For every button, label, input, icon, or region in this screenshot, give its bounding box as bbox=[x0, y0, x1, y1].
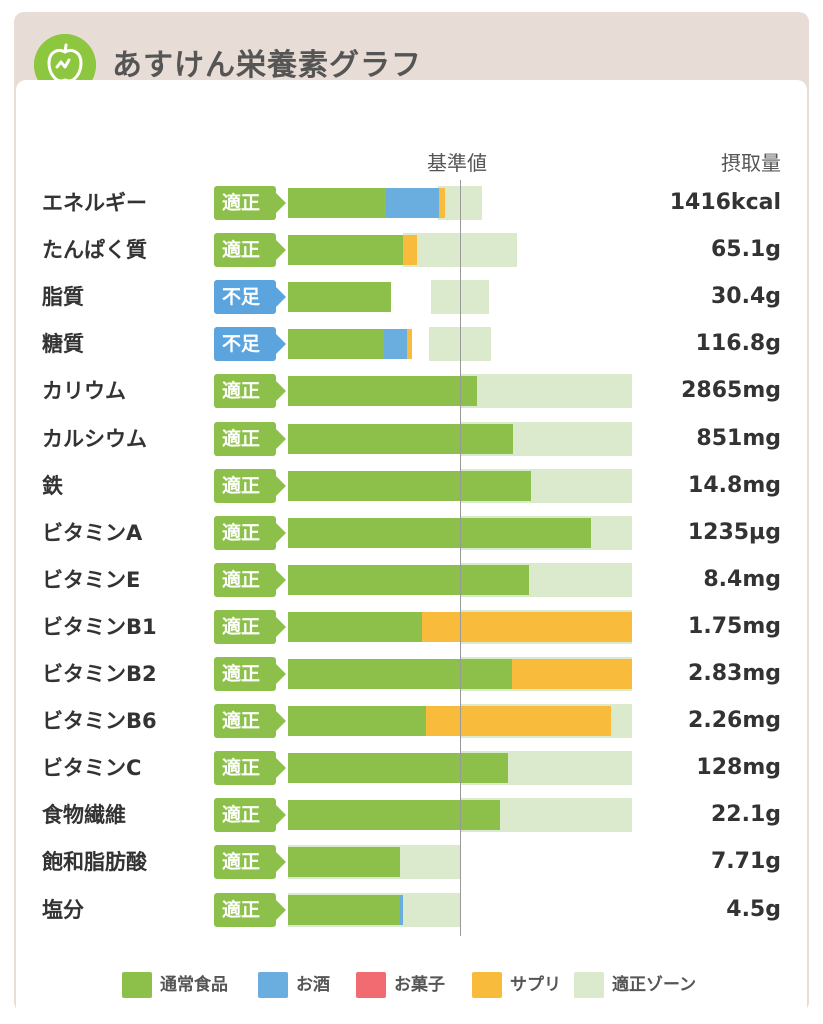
legend-label: お酒 bbox=[296, 975, 330, 995]
nutrient-label: ビタミンC bbox=[42, 756, 142, 781]
nutrient-label: たんぱく質 bbox=[42, 238, 147, 263]
nutrient-label: ビタミンB2 bbox=[42, 662, 157, 686]
status-badge: 適正 bbox=[214, 186, 286, 220]
food-bar bbox=[288, 800, 500, 831]
intake-value: 8.4mg bbox=[703, 566, 781, 592]
food-bar bbox=[288, 470, 531, 501]
intake-value: 128mg bbox=[696, 755, 781, 781]
status-badge: 適正 bbox=[214, 374, 286, 409]
status-badge: 適正 bbox=[214, 845, 286, 880]
status-badge: 適正 bbox=[214, 657, 286, 691]
supplement-bar bbox=[425, 706, 612, 737]
legend-item: 通常食品 bbox=[122, 972, 228, 998]
food-bar bbox=[288, 564, 529, 595]
reference-column-header: 基準値 bbox=[427, 151, 487, 175]
status-badge: 適正 bbox=[214, 233, 286, 268]
intake-value: 1.75mg bbox=[688, 613, 781, 639]
status-badge: 適正 bbox=[214, 421, 286, 456]
supplement-bar bbox=[439, 188, 445, 218]
food-bar bbox=[288, 188, 387, 218]
legend-item: サプリ bbox=[472, 972, 561, 998]
intake-value: 1416kcal bbox=[669, 190, 781, 215]
status-badge: 適正 bbox=[214, 562, 286, 597]
legend-label: 通常食品 bbox=[160, 975, 228, 995]
food-bar bbox=[288, 329, 385, 360]
intake-value: 2.83mg bbox=[688, 661, 781, 686]
alcohol-bar bbox=[386, 188, 440, 218]
legend-item: 適正ゾーン bbox=[574, 972, 696, 998]
legend-label: 適正ゾーン bbox=[612, 975, 697, 995]
intake-column-header: 摂取量 bbox=[721, 151, 781, 175]
food-bar bbox=[288, 847, 400, 878]
intake-value: 7.71g bbox=[710, 849, 781, 875]
status-badge: 適正 bbox=[214, 609, 286, 644]
optimal-zone-bar bbox=[460, 374, 632, 409]
intake-value: 2.26mg bbox=[688, 708, 781, 734]
supplement-bar bbox=[511, 659, 632, 689]
supplement-bar bbox=[406, 329, 412, 360]
legend-label: サプリ bbox=[510, 975, 561, 995]
nutrient-label: エネルギー bbox=[42, 191, 147, 215]
legend-swatch bbox=[574, 972, 604, 998]
food-bar bbox=[288, 517, 591, 548]
optimal-zone-bar bbox=[430, 280, 490, 315]
status-badge: 適正 bbox=[214, 892, 286, 927]
status-badge: 適正 bbox=[214, 798, 286, 833]
nutrient-label: ビタミンA bbox=[42, 520, 143, 545]
nutrient-label: ビタミンB6 bbox=[42, 709, 157, 734]
nutrient-label: カルシウム bbox=[42, 426, 147, 451]
food-bar bbox=[288, 611, 423, 642]
nutrient-label: カリウム bbox=[42, 379, 126, 404]
legend-swatch bbox=[356, 972, 386, 998]
page-title: あすけん栄養素グラフ bbox=[112, 48, 422, 83]
intake-value: 30.4g bbox=[710, 284, 781, 310]
status-badge: 不足 bbox=[214, 327, 286, 362]
food-bar bbox=[288, 706, 426, 737]
status-badge: 適正 bbox=[214, 751, 286, 786]
alcohol-bar bbox=[384, 329, 407, 360]
legend-item: お菓子 bbox=[356, 972, 445, 998]
food-bar bbox=[288, 235, 404, 266]
legend-swatch bbox=[258, 972, 288, 998]
food-bar bbox=[288, 753, 509, 784]
panel-header: あすけん栄養素グラフ bbox=[14, 12, 809, 96]
legend-label: お菓子 bbox=[394, 975, 445, 995]
supplement-bar bbox=[403, 235, 417, 266]
intake-value: 851mg bbox=[696, 425, 781, 451]
intake-value: 1235µg bbox=[687, 519, 781, 545]
intake-value: 116.8g bbox=[695, 331, 781, 357]
status-badge: 不足 bbox=[214, 280, 286, 315]
nutrient-label: ビタミンE bbox=[42, 567, 141, 592]
optimal-zone-bar bbox=[429, 327, 491, 362]
status-badge: 適正 bbox=[214, 704, 286, 739]
legend-swatch bbox=[122, 972, 152, 998]
nutrient-label: 鉄 bbox=[42, 473, 63, 498]
legend-swatch bbox=[472, 972, 502, 998]
alcohol-bar bbox=[399, 894, 404, 925]
optimal-zone-bar bbox=[437, 186, 483, 220]
optimal-zone-bar bbox=[403, 233, 517, 268]
nutrient-label: ビタミンB1 bbox=[42, 614, 157, 639]
intake-value: 65.1g bbox=[710, 237, 781, 263]
intake-value: 2865mg bbox=[681, 378, 781, 404]
status-badge: 適正 bbox=[214, 468, 286, 503]
intake-value: 22.1g bbox=[710, 802, 781, 828]
legend-item: お酒 bbox=[258, 972, 330, 998]
nutrient-label: 脂質 bbox=[42, 285, 84, 310]
food-bar bbox=[288, 282, 392, 313]
food-bar bbox=[288, 376, 478, 407]
nutrient-label: 飽和脂肪酸 bbox=[42, 850, 147, 875]
intake-value: 14.8mg bbox=[688, 472, 781, 498]
food-bar bbox=[288, 894, 400, 925]
food-bar bbox=[288, 659, 512, 689]
intake-value: 4.5g bbox=[726, 896, 781, 922]
reference-line bbox=[460, 180, 461, 936]
supplement-bar bbox=[422, 611, 632, 642]
food-bar bbox=[288, 423, 514, 454]
nutrient-label: 食物繊維 bbox=[42, 803, 126, 828]
status-badge: 適正 bbox=[214, 515, 286, 550]
nutrient-label: 糖質 bbox=[42, 332, 84, 357]
nutrient-label: 塩分 bbox=[42, 897, 84, 922]
